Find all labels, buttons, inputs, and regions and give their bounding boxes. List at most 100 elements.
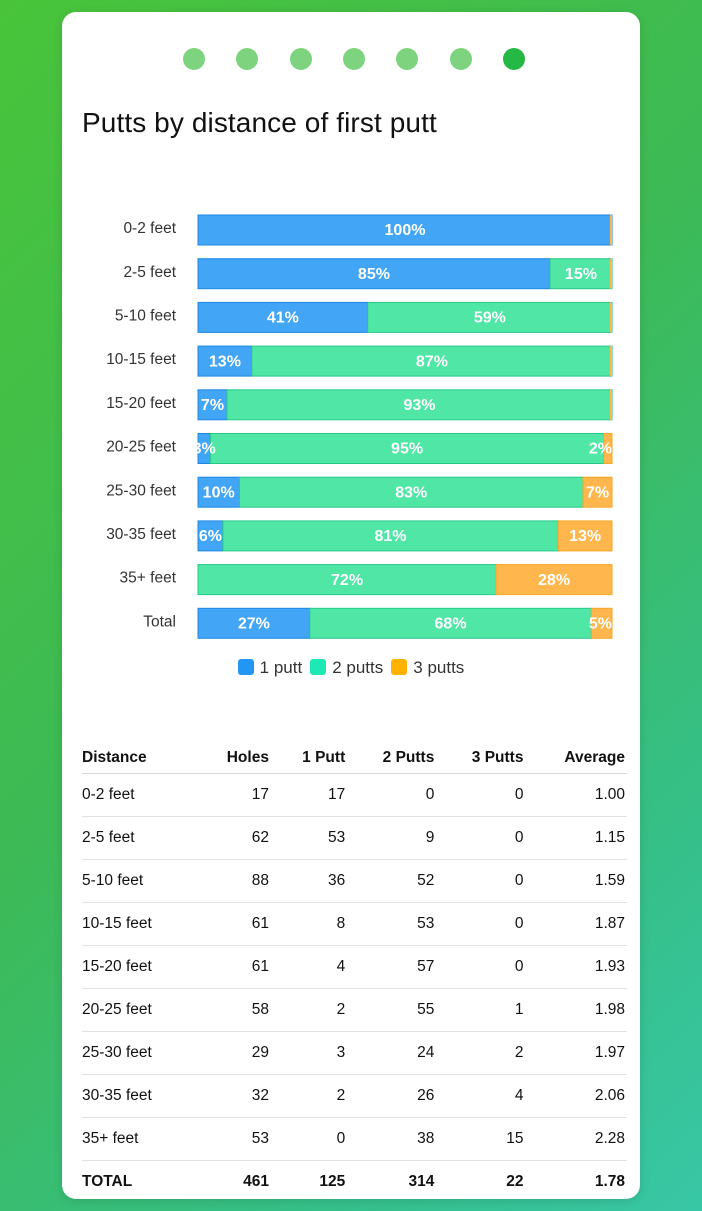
- data-label: 7%: [201, 397, 224, 414]
- pagination-dot-4[interactable]: [342, 48, 365, 70]
- cell-distance: 30-35 feet: [82, 1074, 199, 1118]
- table-row: 30-35 feet 32 2 26 4 2.06: [82, 1074, 627, 1118]
- data-label: 85%: [358, 266, 390, 283]
- pagination-dot-6[interactable]: [449, 48, 472, 70]
- data-label: 28%: [538, 572, 570, 589]
- cell-three-putts: 0: [436, 945, 526, 989]
- bar-segment-3-putts[interactable]: [557, 520, 613, 552]
- bar-segment-2-putts[interactable]: [209, 433, 605, 464]
- cell-distance: 0-2 feet: [82, 773, 199, 817]
- legend-label: 1 putt: [259, 657, 303, 677]
- cell-holes: 58: [198, 988, 271, 1032]
- category-label: Total: [143, 613, 176, 630]
- cell-average: 1.97: [525, 1031, 627, 1075]
- data-label: 13%: [209, 353, 241, 370]
- data-label: 10%: [203, 484, 235, 501]
- data-label: 3%: [193, 441, 216, 458]
- total-cell-one-putt: 125: [319, 1173, 346, 1190]
- table-row: 5-10 feet 88 36 52 0 1.59: [82, 859, 627, 903]
- column-header-average[interactable]: Average: [525, 742, 627, 774]
- data-label: 7%: [586, 484, 609, 501]
- bar-segment-1-putt[interactable]: [197, 389, 228, 421]
- bar-segment-1-putt[interactable]: [197, 520, 224, 552]
- column-header-three-putts[interactable]: 3 Putts: [436, 742, 526, 774]
- data-label: 95%: [391, 441, 423, 458]
- bar-segment-2-putts[interactable]: [251, 345, 613, 377]
- cell-one-putt: 17: [270, 773, 348, 817]
- bar-segment-1-putt[interactable]: [197, 345, 253, 377]
- data-label: 27%: [238, 616, 270, 633]
- cell-holes: 17: [198, 773, 271, 817]
- bar-edge-marker: [610, 389, 612, 420]
- cell-one-putt: 4: [270, 945, 348, 989]
- cell-three-putts: 4: [436, 1074, 526, 1118]
- cell-distance: 20-25 feet: [82, 988, 199, 1032]
- legend-item-1-putt[interactable]: 1 putt: [237, 657, 303, 678]
- table-row: 15-20 feet 61 4 57 0 1.93: [82, 945, 627, 989]
- data-label: 68%: [435, 616, 467, 633]
- cell-average: 2.28: [525, 1117, 627, 1161]
- bar-segment-3-putts[interactable]: [590, 607, 613, 639]
- data-label: 15%: [565, 266, 597, 283]
- bar-edge-marker: [610, 258, 612, 289]
- cell-average: 1.00: [525, 773, 627, 817]
- column-header-distance[interactable]: Distance: [82, 742, 199, 774]
- cell-three-putts: 0: [436, 816, 526, 860]
- pagination-dot-3[interactable]: [289, 48, 312, 70]
- legend-item-2-putts[interactable]: 2 putts: [310, 658, 383, 678]
- cell-holes: 32: [198, 1074, 271, 1118]
- bar-segment-3-putts[interactable]: [582, 476, 613, 508]
- cell-two-putts: 55: [347, 988, 437, 1032]
- pagination-dot-7[interactable]: [502, 48, 525, 70]
- category-label: 0-2 feet: [123, 220, 176, 237]
- bar-segment-1-putt[interactable]: [197, 476, 240, 508]
- cell-two-putts: 57: [347, 945, 437, 989]
- cell-distance: 2-5 feet: [82, 816, 199, 860]
- data-label: 59%: [474, 310, 506, 327]
- cell-holes: 88: [198, 859, 271, 903]
- bar-segment-1-putt[interactable]: [197, 607, 311, 639]
- column-header-one-putt[interactable]: 1 Putt: [270, 742, 348, 774]
- cell-three-putts: 15: [436, 1117, 526, 1161]
- bar-segment-3-putts[interactable]: [603, 433, 613, 464]
- category-label: 25-30 feet: [106, 482, 176, 499]
- category-label: 5-10 feet: [115, 307, 177, 324]
- bar-segment-1-putt[interactable]: [197, 258, 551, 290]
- column-header-holes[interactable]: Holes: [198, 742, 271, 774]
- pagination-dot-2[interactable]: [236, 48, 259, 70]
- bar-segment-2-putts[interactable]: [367, 301, 613, 333]
- data-label: 100%: [385, 222, 426, 239]
- category-label: 20-25 feet: [106, 439, 176, 456]
- bar-segment-3-putts[interactable]: [495, 564, 613, 596]
- bar-segment-2-putts[interactable]: [238, 476, 584, 508]
- pagination-dot-5[interactable]: [396, 48, 419, 70]
- cell-holes: 29: [198, 1031, 271, 1075]
- data-label: 13%: [569, 528, 601, 545]
- pagination-dots: [62, 48, 640, 70]
- data-label: 5%: [589, 616, 612, 633]
- putts-distance-chart: 0-2 feet 100% 2-5 feet 85% 15% 5-10 feet 41% 59…: [62, 192, 640, 662]
- data-label: 41%: [267, 310, 299, 327]
- cell-three-putts: 1: [436, 988, 526, 1032]
- bar-segment-1-putt[interactable]: [197, 214, 613, 246]
- pagination-dot-1[interactable]: [183, 48, 205, 70]
- page-title: Putts by distance of first putt: [82, 107, 437, 138]
- cell-two-putts: 52: [347, 859, 437, 903]
- bar-segment-2-putts[interactable]: [309, 607, 592, 639]
- total-cell-distance: TOTAL: [82, 1173, 133, 1190]
- bar-segment-2-putts[interactable]: [549, 258, 613, 290]
- chart-legend: 1 putt 2 putts 3 putts: [62, 657, 640, 678]
- cell-two-putts: 26: [347, 1074, 437, 1118]
- chart-svg: 0-2 feet 100% 2-5 feet 85% 15% 5-10 feet 41% 59…: [106, 214, 613, 639]
- bar-edge-marker: [610, 215, 612, 245]
- data-label: 2%: [589, 441, 612, 458]
- column-header-two-putts[interactable]: 2 Putts: [347, 742, 437, 774]
- category-label: 10-15 feet: [106, 351, 176, 368]
- bar-segment-2-putts[interactable]: [226, 389, 613, 421]
- table-row: 2-5 feet 62 53 9 0 1.15: [82, 816, 627, 860]
- legend-swatch: [391, 658, 408, 675]
- category-label: 15-20 feet: [106, 395, 176, 412]
- legend-item-3-putts[interactable]: 3 putts: [391, 658, 464, 678]
- table-row: 0-2 feet 17 17 0 0 1.00: [82, 773, 627, 817]
- bar-segment-2-putts[interactable]: [197, 564, 497, 596]
